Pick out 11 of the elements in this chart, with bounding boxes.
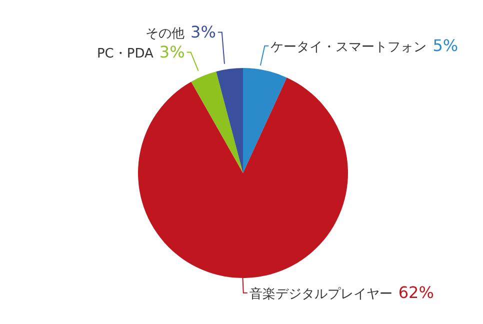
- data-label: 62%: [398, 282, 434, 302]
- data-label: 3%: [159, 42, 185, 62]
- slice-label: 音楽デジタルプレイヤー: [249, 286, 392, 302]
- pie-slice: [216, 68, 243, 173]
- pie-slice: [191, 71, 243, 173]
- data-label: 5%: [432, 36, 458, 55]
- data-label: 3%: [190, 22, 216, 42]
- pie-slice: [243, 68, 287, 173]
- slice-label: ケータイ・スマートフォン: [270, 40, 427, 55]
- slice-label: その他: [146, 26, 185, 42]
- slice-label: PC・PDA: [96, 46, 154, 62]
